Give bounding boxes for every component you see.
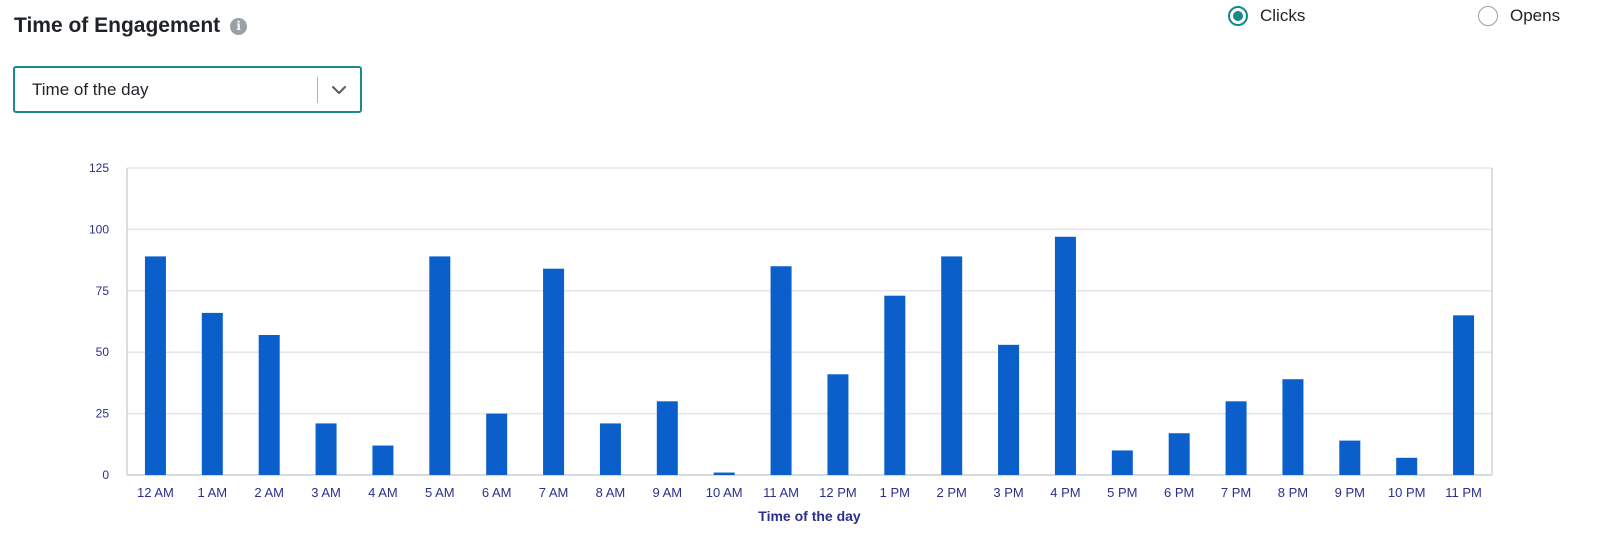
x-tick-label: 8 PM: [1278, 485, 1308, 500]
bar: [1339, 440, 1361, 475]
y-tick-label: 0: [102, 468, 109, 482]
bar-chart: 0 25 50 75 100 125 12 AM 1 AM 2 AM 3 AM 4 AM 5 AM 6 …: [89, 161, 1493, 524]
bar: [656, 401, 678, 475]
x-tick-label: 7 AM: [539, 485, 569, 500]
select-divider: [317, 76, 318, 103]
chart-container: 0 25 50 75 100 125 12 AM 1 AM 2 AM 3 AM 4 AM 5 AM 6 …: [0, 140, 1600, 550]
bar: [1054, 236, 1076, 475]
time-grouping-select[interactable]: Time of the day: [13, 66, 362, 113]
x-tick-label: 3 PM: [993, 485, 1023, 500]
x-tick-label: 1 PM: [880, 485, 910, 500]
bar: [770, 266, 792, 475]
x-tick-label: 4 AM: [368, 485, 398, 500]
x-tick-label: 7 PM: [1221, 485, 1251, 500]
x-tick-label: 2 PM: [937, 485, 967, 500]
page-title: Time of Engagement: [14, 14, 221, 37]
bar: [941, 256, 963, 475]
bar: [1282, 379, 1304, 475]
bar: [429, 256, 451, 475]
bar: [998, 344, 1020, 475]
x-tick-label: 5 PM: [1107, 485, 1137, 500]
x-tick-label: 3 AM: [311, 485, 341, 500]
x-tick-label: 11 PM: [1445, 485, 1482, 500]
bar: [258, 335, 280, 475]
y-tick-label: 100: [89, 222, 109, 236]
x-tick-label: 10 AM: [706, 485, 743, 500]
bar: [1396, 457, 1418, 475]
x-tick-label: 12 PM: [819, 485, 857, 500]
bar: [884, 295, 906, 475]
bar: [486, 413, 508, 475]
y-tick-label: 25: [96, 407, 110, 421]
info-icon[interactable]: i: [230, 17, 248, 35]
bar: [144, 256, 166, 475]
x-tick-label: 9 AM: [653, 485, 683, 500]
radio-option-opens[interactable]: Opens: [1478, 6, 1560, 26]
x-tick-label: 5 AM: [425, 485, 455, 500]
bar: [372, 445, 394, 475]
bar: [543, 268, 565, 475]
x-tick-label: 2 AM: [254, 485, 284, 500]
radio-option-clicks[interactable]: Clicks: [1228, 6, 1305, 26]
x-tick-label: 11 AM: [763, 485, 799, 500]
bar: [713, 472, 735, 475]
y-tick-label: 50: [96, 345, 110, 359]
x-tick-label: 9 PM: [1335, 485, 1365, 500]
x-tick-label: 6 AM: [482, 485, 512, 500]
bar: [201, 312, 223, 475]
x-tick-label: 6 PM: [1164, 485, 1194, 500]
x-axis-title: Time of the day: [758, 508, 861, 524]
y-tick-label: 75: [96, 284, 110, 298]
x-tick-label: 4 PM: [1050, 485, 1080, 500]
bar: [1225, 401, 1247, 475]
bar: [315, 423, 337, 475]
metric-radio-group: Clicks Opens: [1200, 6, 1600, 28]
radio-button-opens[interactable]: [1478, 6, 1498, 26]
y-tick-label: 125: [89, 161, 109, 175]
chevron-down-icon[interactable]: [318, 68, 360, 111]
select-value: Time of the day: [32, 79, 149, 99]
x-tick-label: 10 PM: [1388, 485, 1426, 500]
bar: [1111, 450, 1133, 475]
chart-title-row: Time of Engagement i: [14, 14, 248, 38]
radio-label-clicks: Clicks: [1260, 6, 1306, 25]
bar: [1168, 433, 1190, 475]
x-tick-label: 1 AM: [198, 485, 228, 500]
bar: [827, 374, 849, 475]
bar: [1453, 315, 1475, 475]
bar: [599, 423, 621, 475]
radio-button-clicks[interactable]: [1228, 6, 1248, 26]
radio-label-opens: Opens: [1510, 6, 1561, 25]
x-tick-label: 8 AM: [596, 485, 626, 500]
x-tick-label: 12 AM: [137, 485, 174, 500]
